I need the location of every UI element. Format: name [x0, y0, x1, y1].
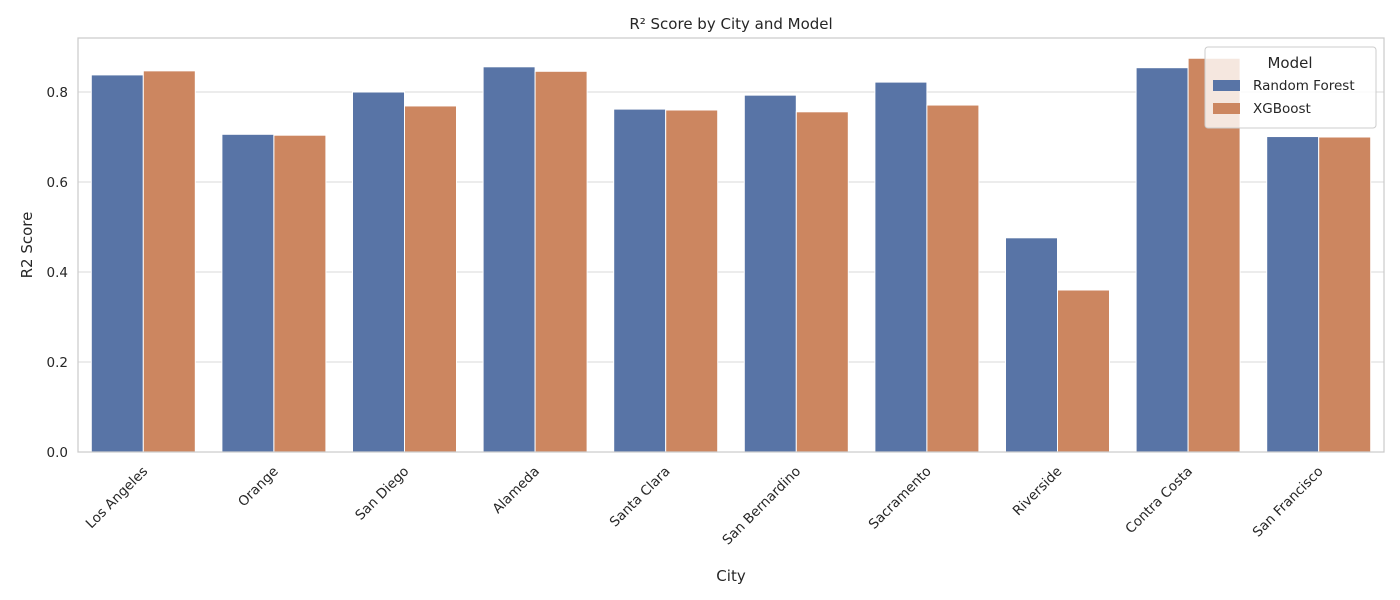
bar-xgboost-san-diego	[404, 105, 457, 453]
bar-xgboost-santa-clara	[665, 109, 719, 453]
y-tick-label: 0.0	[47, 445, 68, 461]
y-tick-label: 0.4	[47, 265, 68, 281]
y-tick-label: 0.6	[47, 175, 68, 191]
bar-random-forest-alameda	[482, 66, 536, 453]
bar-xgboost-san-francisco	[1318, 136, 1372, 453]
bar-random-forest-orange	[221, 133, 275, 453]
legend-swatch-random-forest	[1213, 80, 1240, 91]
y-tick-labels: 0.0 0.2 0.4 0.6 0.8	[47, 85, 68, 461]
legend-swatch-xgboost	[1213, 103, 1240, 114]
plot-frame	[77, 37, 1385, 453]
bars	[90, 57, 1372, 453]
bar-xgboost-orange	[273, 134, 327, 453]
chart-title: R² Score by City and Model	[629, 15, 832, 33]
bar-random-forest-contra-costa	[1135, 67, 1189, 453]
bar-random-forest-san-diego	[352, 91, 405, 453]
legend-label-xgboost: XGBoost	[1253, 101, 1311, 117]
bar-random-forest-santa-clara	[613, 108, 667, 453]
bar-random-forest-los-angeles	[90, 74, 144, 453]
y-tick-label: 0.2	[47, 355, 68, 371]
bar-random-forest-san-bernardino	[743, 94, 797, 453]
legend-label-random-forest: Random Forest	[1253, 78, 1355, 94]
y-tick-label: 0.8	[47, 85, 68, 101]
bar-random-forest-sacramento	[874, 81, 928, 453]
x-axis-label: City	[716, 567, 746, 585]
legend-box	[1204, 46, 1377, 129]
bar-xgboost-san-bernardino	[795, 111, 849, 453]
y-axis-label: R2 Score	[18, 212, 36, 279]
bar-xgboost-riverside	[1057, 289, 1110, 453]
legend: Model Random Forest XGBoost	[1204, 46, 1377, 129]
bar-xgboost-los-angeles	[142, 70, 196, 453]
legend-title: Model	[1267, 54, 1312, 72]
bar-random-forest-san-francisco	[1266, 136, 1320, 453]
bar-xgboost-alameda	[534, 70, 588, 453]
bar-random-forest-riverside	[1005, 237, 1058, 453]
bar-xgboost-sacramento	[926, 104, 980, 453]
